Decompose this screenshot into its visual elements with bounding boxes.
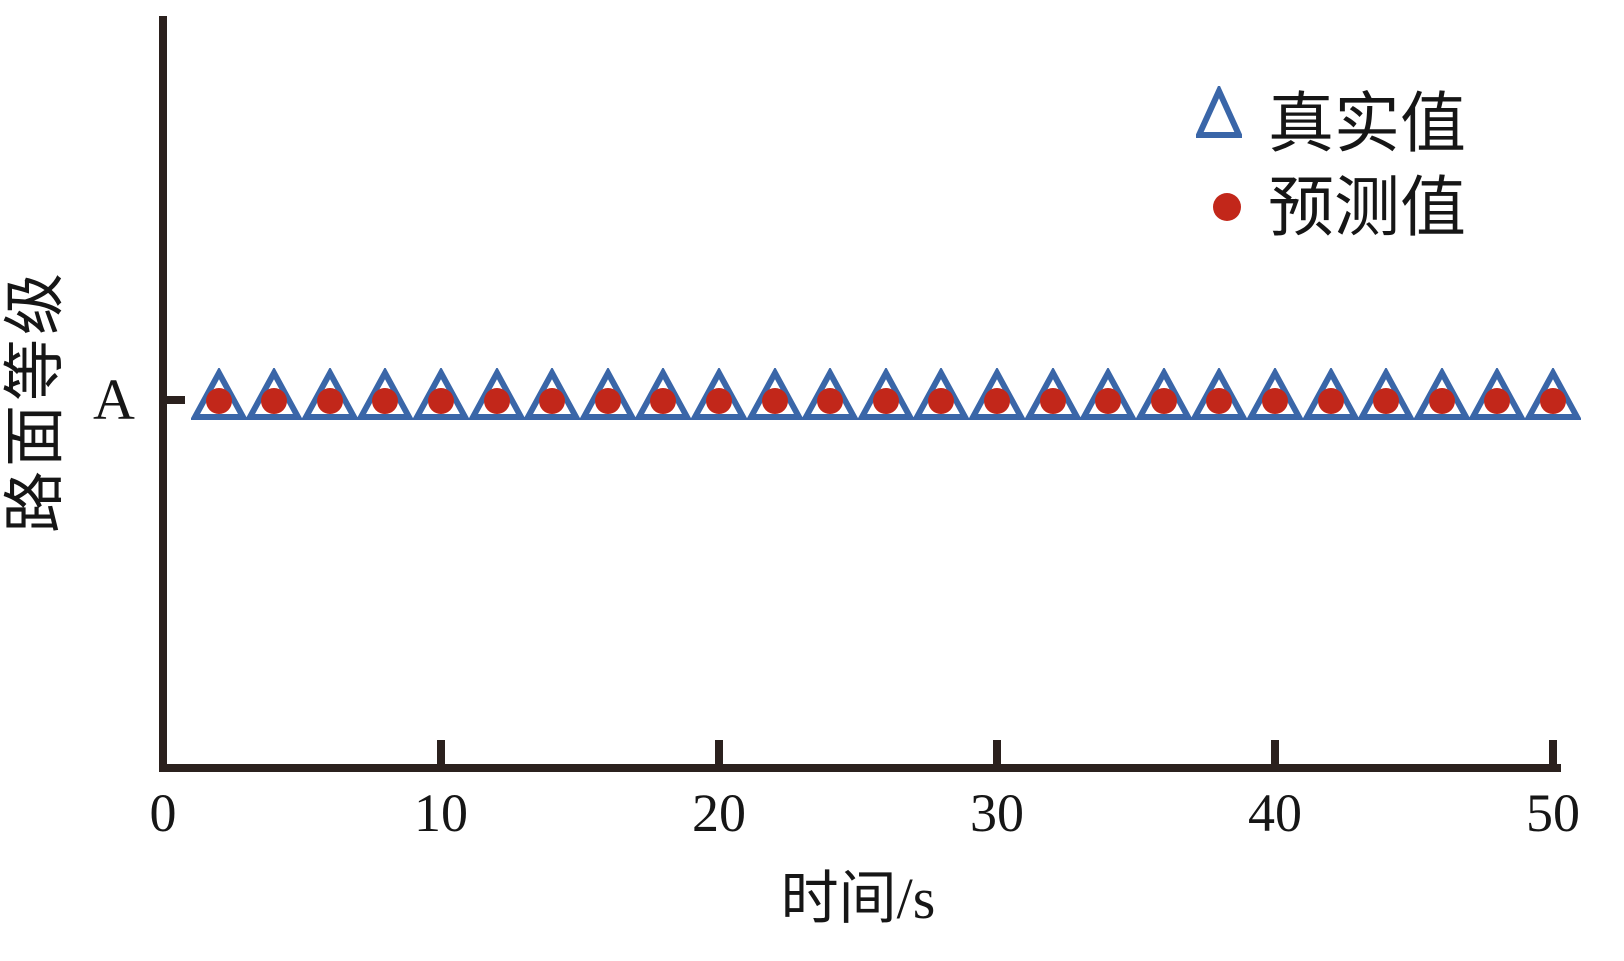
x-tick-40 bbox=[1271, 740, 1279, 764]
predicted-value-dot-marker bbox=[1484, 388, 1511, 414]
true-value-triangle-marker bbox=[969, 368, 1025, 420]
x-axis-line bbox=[159, 764, 1561, 772]
true-value-triangle-marker bbox=[691, 368, 747, 420]
data-point-marker bbox=[301, 368, 358, 420]
true-value-triangle-icon bbox=[1196, 86, 1242, 138]
y-tick-a bbox=[167, 396, 185, 404]
predicted-value-dot-marker bbox=[205, 388, 232, 414]
true-value-triangle-marker bbox=[1525, 368, 1581, 420]
predicted-value-dot-marker bbox=[261, 388, 288, 414]
x-tick-label-20: 20 bbox=[692, 783, 746, 843]
data-point-marker bbox=[913, 368, 970, 420]
data-point-marker bbox=[802, 368, 859, 420]
true-value-triangle-marker bbox=[579, 368, 636, 420]
true-value-triangle-marker bbox=[413, 368, 469, 420]
x-tick-label-0: 0 bbox=[149, 783, 177, 843]
true-value-triangle-marker bbox=[635, 368, 692, 420]
true-value-triangle-marker bbox=[1135, 368, 1192, 420]
true-value-triangle-marker bbox=[1469, 368, 1526, 420]
data-point-marker bbox=[1080, 368, 1137, 420]
true-value-triangle-marker bbox=[524, 368, 581, 420]
data-point-marker bbox=[357, 368, 414, 420]
predicted-value-dot-marker bbox=[428, 388, 454, 414]
predicted-value-dot-marker bbox=[984, 388, 1010, 414]
data-point-marker bbox=[1469, 368, 1526, 420]
data-point-marker bbox=[468, 368, 525, 420]
predicted-value-dot-marker bbox=[761, 388, 788, 414]
data-point-marker bbox=[969, 368, 1025, 420]
predicted-value-dot-marker bbox=[1540, 388, 1566, 414]
true-value-triangle-marker bbox=[190, 368, 247, 420]
predicted-value-dot-marker bbox=[650, 388, 677, 414]
true-value-triangle-marker bbox=[246, 368, 303, 420]
true-value-triangle-marker bbox=[746, 368, 803, 420]
x-tick-50 bbox=[1549, 740, 1557, 764]
data-point-marker bbox=[1358, 368, 1415, 420]
predicted-value-dot-marker bbox=[539, 388, 566, 414]
true-value-triangle-marker bbox=[1080, 368, 1137, 420]
true-value-triangle-marker bbox=[857, 368, 914, 420]
true-value-triangle-marker bbox=[802, 368, 859, 420]
x-axis-title: 时间/s bbox=[780, 866, 936, 931]
x-tick-label-50: 50 bbox=[1526, 783, 1580, 843]
data-point-marker bbox=[857, 368, 914, 420]
x-tick-10 bbox=[437, 740, 445, 764]
data-point-marker bbox=[1135, 368, 1192, 420]
y-axis-line bbox=[159, 16, 167, 772]
data-point-marker bbox=[1191, 368, 1248, 420]
predicted-value-dot-marker bbox=[594, 388, 621, 414]
data-point-marker bbox=[190, 368, 247, 420]
data-point-marker bbox=[691, 368, 747, 420]
predicted-value-dot-marker bbox=[872, 388, 899, 414]
y-axis-title: 路面等级 bbox=[2, 269, 70, 534]
true-value-triangle-marker bbox=[301, 368, 358, 420]
data-point-marker bbox=[524, 368, 581, 420]
data-point-marker bbox=[1525, 368, 1581, 420]
x-tick-label-40: 40 bbox=[1248, 783, 1302, 843]
predicted-value-dot-marker bbox=[1206, 388, 1233, 414]
predicted-value-dot-marker bbox=[1428, 388, 1455, 414]
true-value-triangle-marker bbox=[1302, 368, 1359, 420]
x-tick-20 bbox=[715, 740, 723, 764]
predicted-value-dot-marker bbox=[706, 388, 732, 414]
x-tick-30 bbox=[993, 740, 1001, 764]
predicted-value-dot-icon bbox=[1213, 193, 1241, 221]
true-value-triangle-marker bbox=[1024, 368, 1081, 420]
legend: 真实值 预测值 bbox=[1190, 80, 1610, 260]
predicted-value-dot-marker bbox=[1317, 388, 1344, 414]
data-point-marker bbox=[1247, 368, 1303, 420]
data-point-marker bbox=[1413, 368, 1470, 420]
legend-label-predicted-value: 预测值 bbox=[1268, 172, 1466, 245]
data-point-marker bbox=[1302, 368, 1359, 420]
predicted-value-dot-marker bbox=[1150, 388, 1177, 414]
true-value-triangle-marker bbox=[1413, 368, 1470, 420]
x-tick-label-10: 10 bbox=[414, 783, 468, 843]
true-value-triangle-marker bbox=[357, 368, 414, 420]
predicted-value-dot-marker bbox=[1039, 388, 1066, 414]
predicted-value-dot-marker bbox=[316, 388, 343, 414]
y-tick-label-a: A bbox=[93, 367, 135, 432]
true-value-triangle-marker bbox=[913, 368, 970, 420]
legend-label-true-value: 真实值 bbox=[1268, 88, 1466, 161]
data-point-marker bbox=[746, 368, 803, 420]
predicted-value-dot-marker bbox=[817, 388, 844, 414]
predicted-value-dot-marker bbox=[372, 388, 399, 414]
data-point-marker bbox=[579, 368, 636, 420]
true-value-triangle-marker bbox=[468, 368, 525, 420]
true-value-triangle-marker bbox=[1191, 368, 1248, 420]
data-point-marker bbox=[635, 368, 692, 420]
predicted-value-dot-marker bbox=[1095, 388, 1122, 414]
predicted-value-dot-marker bbox=[1373, 388, 1400, 414]
data-point-marker bbox=[246, 368, 303, 420]
predicted-value-dot-marker bbox=[483, 388, 510, 414]
predicted-value-dot-marker bbox=[1262, 388, 1288, 414]
x-tick-label-30: 30 bbox=[970, 783, 1024, 843]
predicted-value-dot-marker bbox=[928, 388, 955, 414]
true-value-triangle-marker bbox=[1358, 368, 1415, 420]
true-value-triangle-marker bbox=[1247, 368, 1303, 420]
data-point-marker bbox=[1024, 368, 1081, 420]
data-point-marker bbox=[413, 368, 469, 420]
